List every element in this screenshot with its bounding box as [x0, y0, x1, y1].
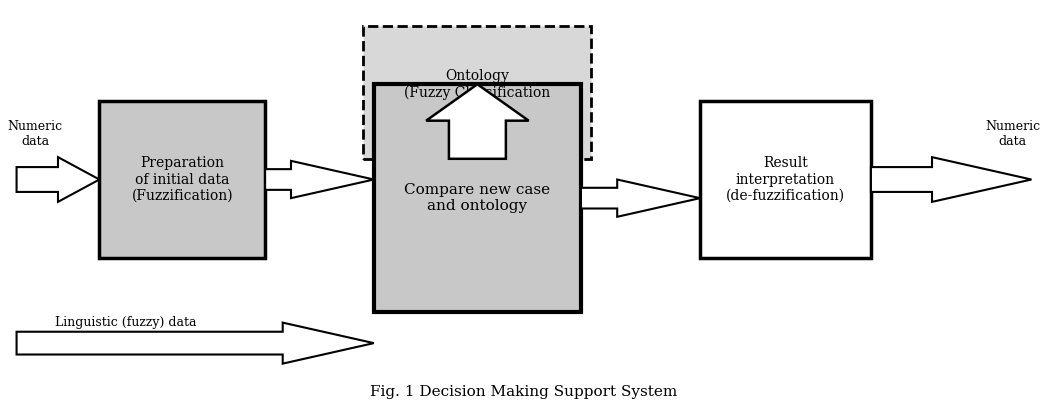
Text: Compare new case
and ontology: Compare new case and ontology	[405, 183, 550, 213]
Polygon shape	[871, 157, 1031, 202]
Text: Numeric
data: Numeric data	[985, 120, 1041, 148]
Bar	[364, 26, 591, 159]
Bar	[374, 84, 581, 312]
Text: Numeric
data: Numeric data	[7, 120, 63, 148]
Text: Preparation
of initial data
(Fuzzification): Preparation of initial data (Fuzzificati…	[131, 156, 233, 203]
Polygon shape	[17, 323, 374, 364]
Polygon shape	[581, 179, 700, 217]
Text: Fig. 1 Decision Making Support System: Fig. 1 Decision Making Support System	[370, 385, 678, 399]
Text: Ontology
(Fuzzy Classification
Rules ): Ontology (Fuzzy Classification Rules )	[405, 69, 550, 116]
Polygon shape	[17, 157, 100, 202]
Polygon shape	[265, 161, 374, 198]
Polygon shape	[427, 84, 528, 159]
Text: Linguistic (fuzzy) data: Linguistic (fuzzy) data	[54, 316, 196, 329]
Text: Result
interpretation
(de-fuzzification): Result interpretation (de-fuzzification)	[726, 156, 845, 203]
Bar	[700, 101, 871, 258]
Bar	[100, 101, 265, 258]
